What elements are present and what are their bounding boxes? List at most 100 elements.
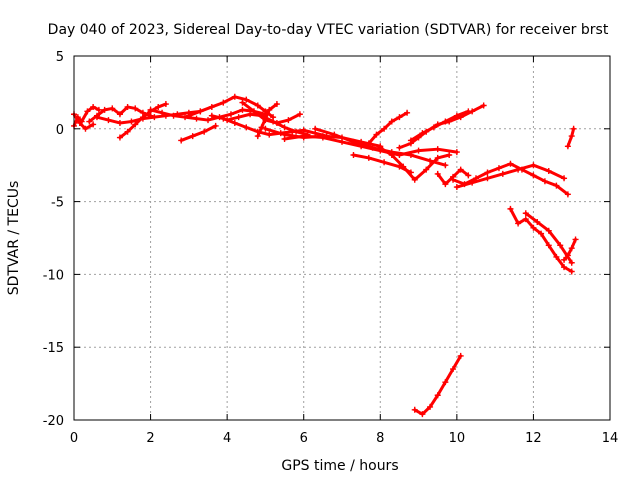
data-point [507, 160, 514, 167]
series-line [562, 237, 578, 262]
data-point [530, 172, 537, 179]
data-point [350, 138, 357, 145]
data-point [561, 264, 568, 271]
data-point [132, 121, 139, 128]
data-point [262, 125, 269, 132]
data-point [266, 106, 273, 113]
series-arc-19 [396, 102, 487, 151]
x-tick-label: 12 [525, 431, 542, 446]
y-tick-label: -15 [43, 341, 64, 356]
data-point [319, 134, 326, 141]
data-point [568, 259, 575, 266]
data-point [116, 134, 123, 141]
data-point [93, 114, 100, 121]
data-point [84, 108, 91, 115]
series-arc-23 [453, 162, 568, 191]
data-point [227, 111, 234, 118]
data-point [427, 403, 434, 410]
data-point [534, 218, 541, 225]
series-line [95, 109, 202, 125]
data-point [281, 135, 288, 142]
data-point [250, 108, 257, 115]
data-point [239, 99, 246, 106]
series-arc-24 [507, 205, 575, 275]
x-tick-label: 6 [300, 431, 308, 446]
data-point [400, 163, 407, 170]
series-arc-11 [239, 99, 303, 126]
series-line [455, 163, 566, 189]
data-point [434, 170, 441, 177]
data-point [76, 119, 83, 126]
data-point [419, 130, 426, 137]
data-point [446, 152, 453, 159]
data-point [331, 131, 338, 138]
data-point [465, 172, 472, 179]
data-point [197, 108, 204, 115]
data-point [495, 165, 502, 172]
series-arc-20 [407, 108, 472, 144]
data-point [377, 144, 384, 151]
data-point [132, 105, 139, 112]
data-point [442, 181, 449, 188]
series-arc-18 [377, 144, 453, 183]
series-arc-25 [522, 210, 575, 266]
series-arc-12 [254, 101, 280, 140]
data-point [201, 128, 208, 135]
data-point [484, 175, 491, 182]
data-point [373, 131, 380, 138]
data-point [561, 256, 568, 263]
data-point [381, 159, 388, 166]
plot-frame [73, 55, 611, 421]
data-point [258, 124, 265, 131]
data-point [82, 125, 89, 132]
y-tick-label: -5 [51, 196, 64, 211]
y-tick-label: -20 [43, 414, 64, 429]
data-point [139, 114, 146, 121]
data-point [254, 102, 261, 109]
y-tick-label: -10 [43, 268, 64, 283]
data-point [273, 119, 280, 126]
data-point [522, 210, 529, 217]
data-point [369, 144, 376, 151]
data-point [365, 140, 372, 147]
data-point [404, 109, 411, 116]
data-point [262, 115, 269, 122]
series-line [508, 207, 574, 273]
data-point [423, 166, 430, 173]
x-tick-label: 14 [602, 431, 619, 446]
x-tick-label: 10 [449, 431, 466, 446]
data-point [147, 106, 154, 113]
data-point [499, 170, 506, 177]
series-arc-3 [86, 103, 154, 125]
data-points [71, 93, 579, 418]
data-point [411, 406, 418, 413]
data-point [407, 137, 414, 144]
series-line [179, 124, 218, 142]
data-point [457, 352, 464, 359]
data-point [254, 133, 261, 140]
data-point [388, 152, 395, 159]
data-point [434, 392, 441, 399]
data-point [430, 124, 437, 131]
data-point [193, 115, 200, 122]
data-point [450, 366, 457, 373]
series-arc-2 [71, 111, 97, 132]
data-point [105, 117, 112, 124]
series-arc-26 [561, 236, 579, 263]
data-point [381, 125, 388, 132]
data-point [159, 109, 166, 116]
data-point [128, 118, 135, 125]
data-point [545, 242, 552, 249]
data-point [124, 103, 131, 110]
data-point [450, 176, 457, 183]
data-point [480, 102, 487, 109]
data-point [266, 131, 273, 138]
data-point [243, 96, 250, 103]
data-point [208, 103, 215, 110]
data-point [553, 253, 560, 260]
data-point [442, 379, 449, 386]
data-point [564, 191, 571, 198]
data-point [155, 103, 162, 110]
data-point [465, 108, 472, 115]
x-tick-label: 2 [146, 431, 154, 446]
